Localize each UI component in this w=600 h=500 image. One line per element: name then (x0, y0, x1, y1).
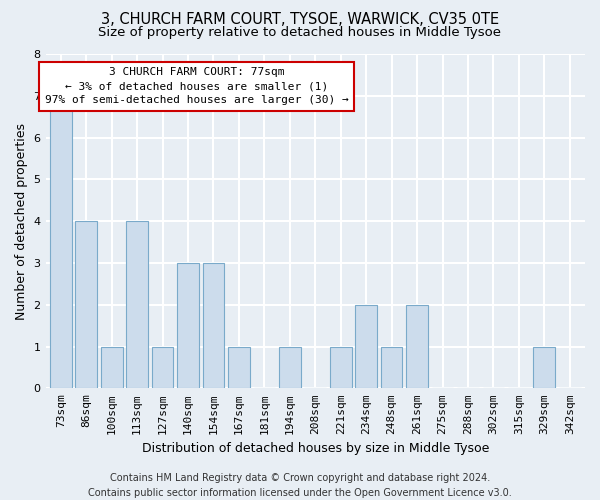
Bar (533, 346, 555, 389)
Text: 3, CHURCH FARM COURT, TYSOE, WARWICK, CV35 0TE: 3, CHURCH FARM COURT, TYSOE, WARWICK, CV… (101, 12, 499, 28)
Text: Contains HM Land Registry data © Crown copyright and database right 2024.
Contai: Contains HM Land Registry data © Crown c… (88, 472, 512, 498)
Bar (127, 221, 148, 388)
Bar (330, 346, 352, 389)
Bar (381, 346, 403, 389)
Bar (279, 346, 301, 389)
Text: 3 CHURCH FARM COURT: 77sqm
← 3% of detached houses are smaller (1)
97% of semi-d: 3 CHURCH FARM COURT: 77sqm ← 3% of detac… (45, 68, 349, 106)
Bar (406, 304, 428, 388)
Bar (177, 263, 199, 388)
Bar (76, 221, 97, 388)
Text: Size of property relative to detached houses in Middle Tysoe: Size of property relative to detached ho… (98, 26, 502, 39)
Bar (101, 346, 122, 389)
Bar (152, 346, 173, 389)
Bar (203, 263, 224, 388)
X-axis label: Distribution of detached houses by size in Middle Tysoe: Distribution of detached houses by size … (142, 442, 489, 455)
Bar (50, 96, 71, 388)
Bar (228, 346, 250, 389)
Bar (355, 304, 377, 388)
Y-axis label: Number of detached properties: Number of detached properties (15, 122, 28, 320)
